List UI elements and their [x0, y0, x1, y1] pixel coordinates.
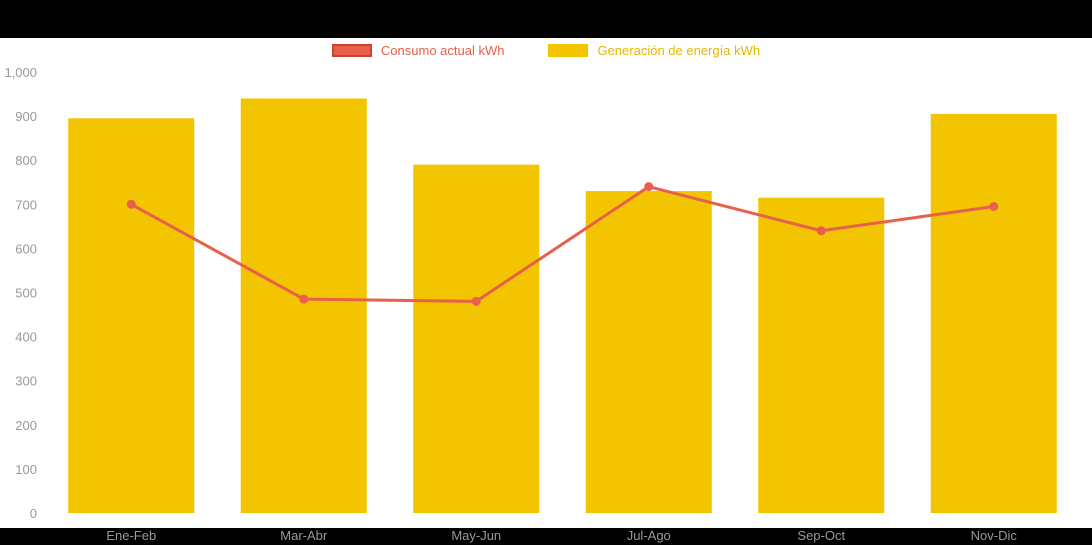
y-axis-tick-label: 0 — [30, 506, 37, 521]
y-axis-tick-label: 100 — [15, 462, 37, 477]
x-axis-label-Nov-Dic: Nov-Dic — [971, 528, 1018, 543]
bar-Nov-Dic[interactable] — [930, 113, 1057, 514]
legend: Consumo actual kWh Generación de energía… — [0, 44, 1092, 57]
legend-swatch-consumo-icon — [331, 44, 372, 57]
point-Jul-Ago[interactable] — [644, 182, 654, 192]
y-axis-tick-label: 1,000 — [4, 65, 37, 80]
y-axis-tick-label: 200 — [15, 418, 37, 433]
bar-Jul-Ago[interactable] — [585, 191, 712, 513]
legend-swatch-generacion-icon — [548, 44, 589, 57]
legend-item-generacion-energia[interactable]: Generación de energía kWh — [548, 44, 760, 57]
point-Mar-Abr[interactable] — [299, 294, 309, 304]
point-May-Jun[interactable] — [471, 296, 481, 306]
x-axis-label-Sep-Oct: Sep-Oct — [797, 528, 845, 543]
y-axis-tick-label: 400 — [15, 330, 37, 345]
point-Ene-Feb[interactable] — [126, 199, 136, 209]
y-axis-tick-label: 600 — [15, 241, 37, 256]
x-axis-label-Jul-Ago: Jul-Ago — [627, 528, 671, 543]
y-axis-tick-label: 800 — [15, 153, 37, 168]
y-axis-tick-label: 700 — [15, 197, 37, 212]
consumption-line — [129, 185, 996, 303]
legend-label-generacion: Generación de energía kWh — [597, 43, 761, 58]
bar-May-Jun[interactable] — [413, 164, 540, 514]
bar-Mar-Abr[interactable] — [240, 98, 367, 514]
y-axis-tick-label: 300 — [15, 374, 37, 389]
legend-item-consumo-actual[interactable]: Consumo actual kWh — [331, 43, 505, 58]
point-Nov-Dic[interactable] — [989, 202, 999, 212]
bar-Sep-Oct[interactable] — [758, 197, 885, 513]
bar-Ene-Feb[interactable] — [68, 118, 195, 514]
y-axis-tick-label: 900 — [15, 109, 37, 124]
y-axis-tick-label: 500 — [15, 286, 37, 301]
x-axis-label-May-Jun: May-Jun — [451, 528, 501, 543]
x-axis-label-Ene-Feb: Ene-Feb — [106, 528, 156, 543]
x-axis-label-Mar-Abr: Mar-Abr — [280, 528, 328, 543]
point-Sep-Oct[interactable] — [816, 226, 826, 236]
legend-label-consumo: Consumo actual kWh — [380, 43, 505, 58]
